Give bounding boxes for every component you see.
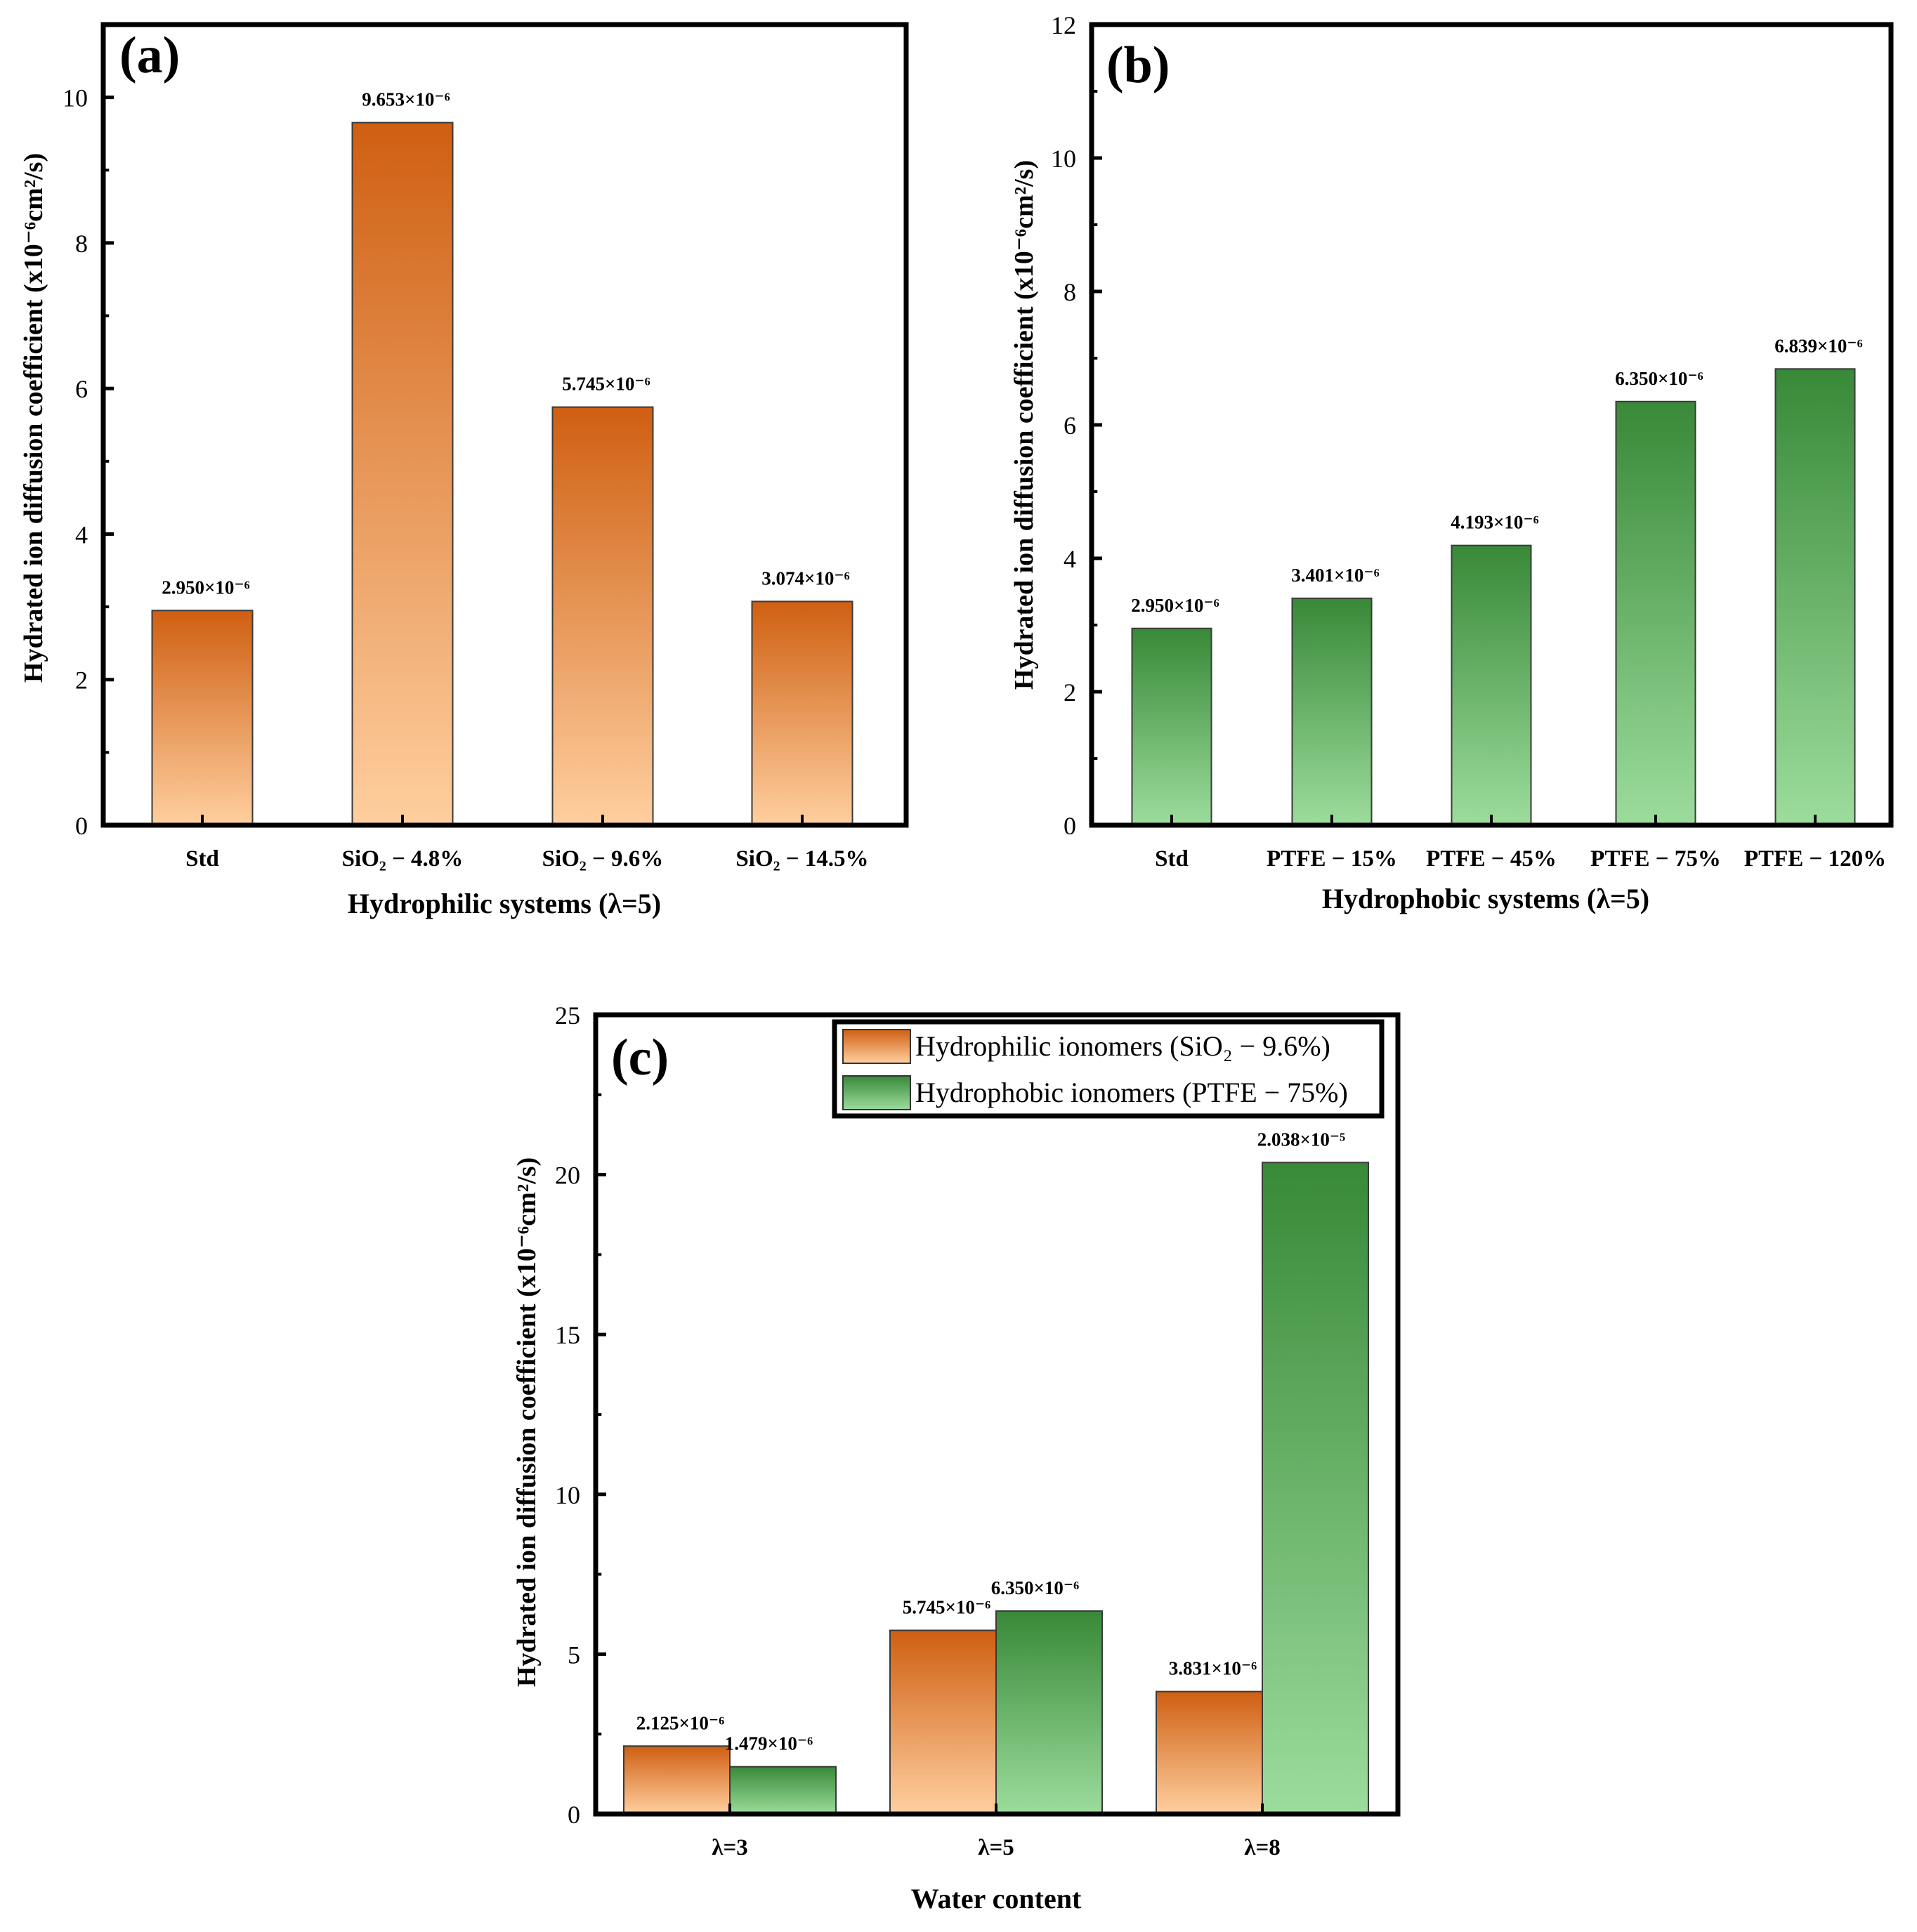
panel-c-bar-hydrophobic-2: [1262, 1162, 1369, 1815]
panel-a-y-tick-label-1: 2: [75, 666, 88, 695]
panel-a-plot: 2.950×10⁻⁶ 9.653×10⁻⁶ 5.745×10⁻⁶ 3.074×10⁻⁶…: [63, 22, 909, 872]
panel-b-y-axis-title: Hydrated ion diffusion coefficient (x10⁻…: [1009, 160, 1039, 690]
panel-c-y-tick-label-4: 20: [555, 1162, 580, 1190]
panel-b-data-label-2: 4.193×10⁻⁶: [1451, 512, 1538, 533]
panel-b-y-tick-label-1: 2: [1064, 678, 1076, 707]
legend-swatch-hydrophilic: [842, 1029, 911, 1064]
panel-c-y-tick-label-5: 25: [555, 1001, 580, 1030]
panel-c-y-tick-label-3: 15: [555, 1321, 580, 1349]
panel-b-data-label-1: 3.401×10⁻⁶: [1291, 565, 1379, 586]
panel-b: 2.950×10⁻⁶ 3.401×10⁻⁶ 4.193×10⁻⁶ 6.350×10⁻⁶…: [1009, 11, 1894, 914]
panel-a-y-tick-label-4: 8: [75, 230, 88, 258]
legend-label-hydrophilic: Hydrophilic ionomers (SiO₂ − 9.6%): [915, 1030, 1330, 1062]
panel-c: 2.125×10⁻⁶ 5.745×10⁻⁶ 3.831×10⁻⁶ 1.479×10⁻⁶…: [512, 1001, 1401, 1914]
panel-a-x-tick-label-1: SiO₂ − 4.8%: [342, 846, 464, 872]
panel-c-bar-hydrophilic-2: [1156, 1690, 1263, 1815]
panel-b-y-tick-label-3: 6: [1064, 412, 1076, 440]
panel-b-x-tick-label-3: PTFE − 75%: [1590, 846, 1721, 872]
panel-b-y-tick-label-0: 0: [1064, 812, 1076, 840]
panel-c-y-tick-label-0: 0: [568, 1801, 580, 1829]
panel-a-data-label-0: 2.950×10⁻⁶: [162, 577, 249, 598]
panel-a-bar-2: [551, 406, 654, 826]
panel-b-y-tick-label-5: 10: [1051, 145, 1076, 173]
panel-b-bar-3: [1615, 400, 1696, 826]
panel-b-bar-2: [1451, 544, 1532, 826]
panel-a-x-axis-title: Hydrophilic systems (λ=5): [348, 888, 661, 919]
panel-a-x-tick-label-0: Std: [185, 846, 219, 872]
panel-c-letter: (c): [611, 1029, 669, 1086]
panel-a-data-label-2: 5.745×10⁻⁶: [562, 374, 650, 395]
panel-a-data-label-1: 9.653×10⁻⁶: [362, 89, 450, 110]
panel-b-data-label-3: 6.350×10⁻⁶: [1615, 368, 1703, 389]
panel-a-bar-1: [351, 121, 454, 826]
panel-c-x-tick-label-2: λ=8: [1244, 1835, 1281, 1860]
legend-box: [832, 1019, 1385, 1119]
panel-c-x-tick-label-0: λ=3: [712, 1835, 748, 1860]
panel-b-letter: (b): [1106, 37, 1170, 94]
panel-b-data-label-0: 2.950×10⁻⁶: [1131, 595, 1219, 616]
panel-c-data-label-0-1: 5.745×10⁻⁶: [903, 1596, 990, 1617]
panel-c-y-tick-label-1: 5: [568, 1641, 580, 1669]
panel-b-x-tick-label-2: PTFE − 45%: [1426, 846, 1557, 872]
panel-c-bar-hydrophilic-1: [889, 1629, 997, 1815]
panel-c-x-axis-title: Water content: [911, 1883, 1082, 1914]
panel-a-x-tick-label-2: SiO₂ − 9.6%: [542, 846, 664, 872]
panel-c-y-tick-label-2: 10: [555, 1481, 580, 1509]
legend-label-hydrophobic: Hydrophobic ionomers (PTFE − 75%): [915, 1077, 1348, 1108]
panel-c-bar-hydrophobic-0: [729, 1766, 837, 1815]
panel-b-x-tick-label-4: PTFE − 120%: [1744, 846, 1886, 872]
panel-b-y-tick-label-2: 4: [1064, 545, 1076, 573]
legend-swatch-hydrophobic: [842, 1075, 911, 1110]
panel-a-letter: (a): [119, 27, 180, 84]
panel-a-bar-0: [151, 610, 254, 826]
panel-c-plot: 2.125×10⁻⁶ 5.745×10⁻⁶ 3.831×10⁻⁶ 1.479×10⁻⁶…: [555, 1001, 1401, 1860]
panel-c-bar-hydrophilic-0: [623, 1745, 731, 1815]
panel-c-data-label-1-1: 6.350×10⁻⁶: [991, 1577, 1079, 1598]
legend: Hydrophilic ionomers (SiO₂ − 9.6%) Hydro…: [832, 1019, 1385, 1119]
panel-a-y-tick-label-2: 4: [75, 520, 88, 548]
panel-c-data-label-0-2: 3.831×10⁻⁶: [1169, 1658, 1257, 1679]
panel-b-y-tick-label-6: 12: [1051, 11, 1076, 39]
panel-c-data-label-1-2: 2.038×10⁻⁵: [1257, 1129, 1345, 1150]
panel-b-y-tick-label-4: 8: [1064, 278, 1076, 306]
panel-c-bar-hydrophobic-1: [995, 1610, 1103, 1815]
panel-b-x-tick-label-1: PTFE − 15%: [1267, 846, 1397, 872]
panel-b-bar-4: [1774, 368, 1856, 826]
panel-b-bar-0: [1131, 627, 1212, 826]
panel-a-data-label-3: 3.074×10⁻⁶: [761, 567, 849, 589]
panel-c-data-label-0-0: 2.125×10⁻⁶: [636, 1712, 724, 1733]
panel-a-y-tick-label-0: 0: [75, 812, 88, 840]
panel-b-x-tick-label-0: Std: [1155, 846, 1189, 872]
panel-b-plot: 2.950×10⁻⁶ 3.401×10⁻⁶ 4.193×10⁻⁶ 6.350×10⁻⁶…: [1051, 11, 1894, 872]
panel-a: 2.950×10⁻⁶ 9.653×10⁻⁶ 5.745×10⁻⁶ 3.074×10⁻⁶…: [19, 22, 909, 919]
panel-b-data-label-4: 6.839×10⁻⁶: [1774, 335, 1862, 356]
panel-a-y-tick-label-5: 10: [63, 84, 88, 112]
panel-a-y-tick-label-3: 6: [75, 375, 88, 403]
panel-a-y-axis-title: Hydrated ion diffusion coefficient (x10⁻…: [19, 153, 48, 683]
panel-b-bar-1: [1291, 597, 1373, 827]
panel-a-bar-3: [751, 600, 853, 826]
panel-a-plot-frame: [100, 22, 909, 828]
panel-a-x-tick-label-3: SiO₂ − 14.5%: [735, 846, 868, 872]
panel-b-x-axis-title: Hydrophobic systems (λ=5): [1322, 883, 1649, 914]
panel-c-y-axis-title: Hydrated ion diffusion coefficient (x10⁻…: [512, 1157, 542, 1687]
panel-c-data-label-1-0: 1.479×10⁻⁶: [725, 1733, 813, 1754]
panel-c-x-tick-label-1: λ=5: [978, 1835, 1014, 1860]
